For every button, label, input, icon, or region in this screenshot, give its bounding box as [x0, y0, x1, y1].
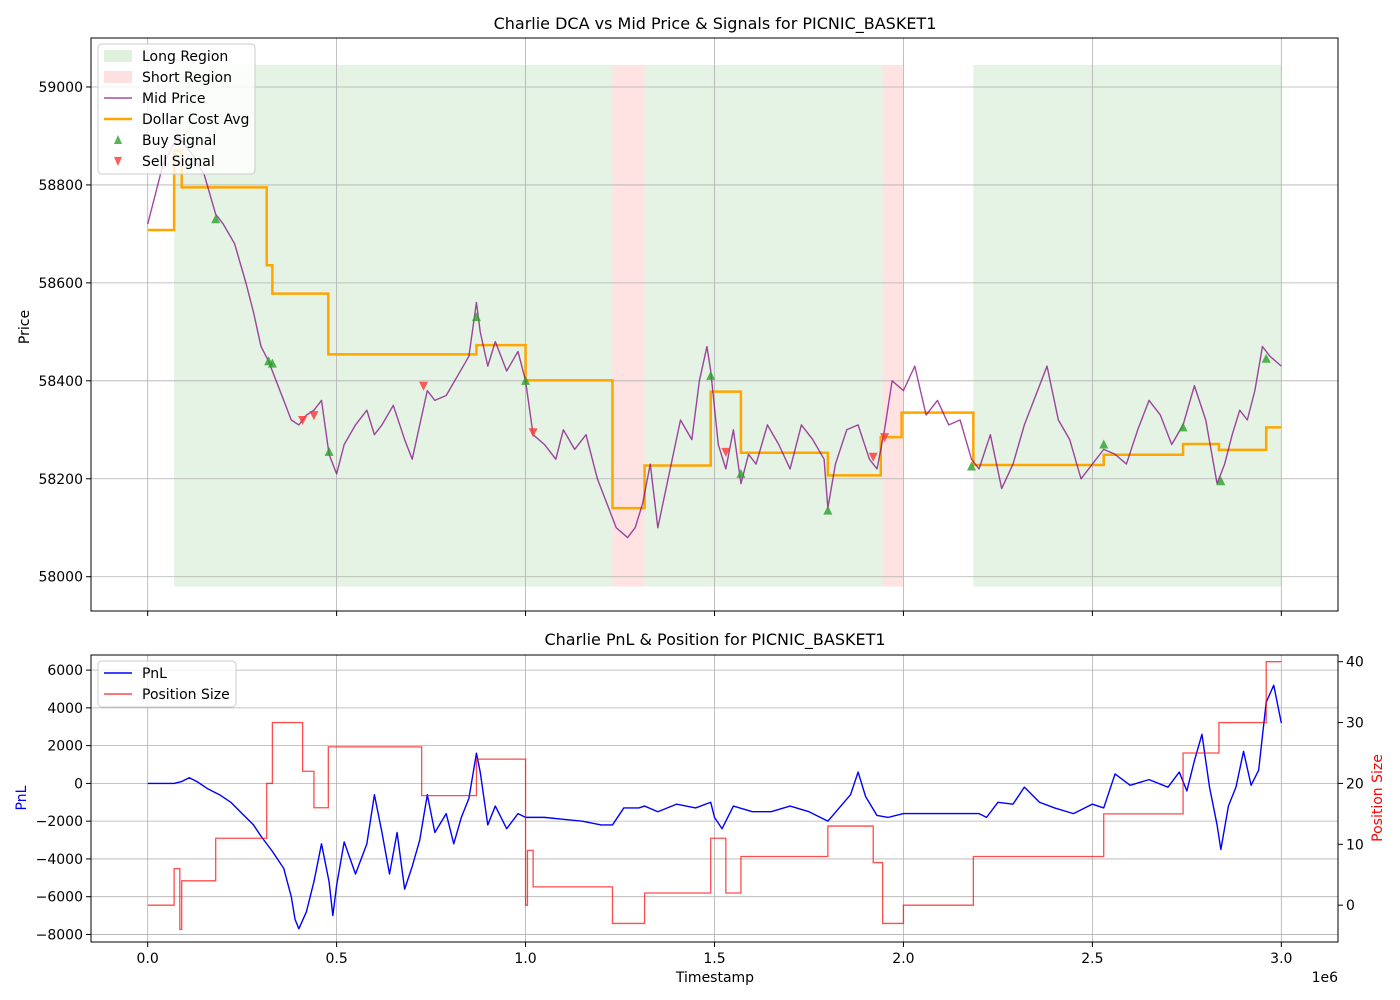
pnl-y-tick-label-6: 4000 [47, 701, 83, 717]
pnl-y-tick-label-4: 0 [74, 776, 83, 792]
timestamp-x-axis-label: Timestamp [675, 970, 754, 986]
pnl-y-tick-label-5: 2000 [47, 739, 83, 755]
pnl-y-tick-label-0: −8000 [36, 927, 83, 943]
long-region-2 [644, 64, 883, 587]
buy-signal-marker-5 [521, 375, 531, 385]
price-y-axis-label: Price [17, 310, 33, 344]
price-y-tick-label-0: 58000 [38, 570, 83, 586]
price-y-tick-label-2: 58400 [38, 374, 83, 390]
legend-short-region-swatch [104, 71, 132, 83]
pnl-axis-ticks: 0.0 0.5 1.0 1.5 2.0 2.5 3.0 −8000 −6000 −4000 −200… [36, 655, 1364, 967]
position-series [147, 661, 1282, 931]
price-chart-title: Charlie DCA vs Mid Price & Signals for P… [494, 14, 937, 34]
buy-signal-marker-2 [267, 358, 277, 368]
buy-signal-marker-3 [324, 446, 334, 456]
position-y-tick-label-0: 0 [1346, 898, 1355, 914]
sell-signal-marker-2 [419, 381, 429, 391]
legend-short-region-label: Short Region [142, 70, 232, 86]
pnl-x-tick-label-5: 2.5 [1081, 951, 1103, 967]
pnl-panel: Charlie PnL & Position for PICNIC_BASKET… [14, 630, 1386, 986]
x-axis-offset-label: 1e6 [1312, 970, 1339, 986]
price-y-tick-label-3: 58600 [38, 276, 83, 292]
pnl-x-tick-label-6: 3.0 [1270, 951, 1292, 967]
buy-signal-marker-0 [211, 214, 221, 224]
position-y-tick-label-3: 30 [1346, 716, 1364, 732]
buy-signal-marker-10 [1099, 439, 1109, 449]
legend-long-region-label: Long Region [142, 49, 228, 65]
region-shading [174, 64, 1282, 587]
pnl-x-tick-label-1: 0.5 [325, 951, 347, 967]
price-y-tick-label-1: 58200 [38, 472, 83, 488]
buy-signal-marker-7 [736, 468, 746, 478]
pnl-line [147, 684, 1283, 930]
buy-signal-marker-12 [1216, 476, 1226, 486]
short-region-3 [882, 64, 904, 587]
sell-signal-marker-4 [721, 447, 731, 457]
pnl-x-tick-label-0: 0.0 [137, 951, 159, 967]
buy-signal-marker-4 [471, 312, 481, 322]
pnl-x-tick-label-4: 2.0 [892, 951, 914, 967]
price-axis-ticks: 58000 58200 58400 58600 58800 59000 [38, 80, 1282, 616]
price-legend-box [97, 43, 256, 175]
pnl-legend-box [97, 660, 237, 708]
mid-price-line [147, 135, 1282, 539]
price-y-tick-label-5: 59000 [38, 80, 83, 96]
pnl-y-tick-label-1: −6000 [36, 890, 83, 906]
buy-signal-marker-13 [1261, 353, 1271, 363]
legend-mid-price-label: Mid Price [142, 91, 205, 107]
legend-sell-signal-label: Sell Signal [142, 154, 215, 170]
pnl-y-tick-label-3: −2000 [36, 814, 83, 830]
legend-buy-signal-swatch [114, 135, 122, 144]
legend-buy-signal-label: Buy Signal [142, 133, 216, 149]
short-region-1 [612, 64, 645, 587]
position-y-tick-label-2: 20 [1346, 776, 1364, 792]
price-grid [91, 38, 1338, 611]
pnl-x-tick-label-3: 1.5 [703, 951, 725, 967]
sell-signal-marker-0 [298, 416, 308, 425]
sell-signal-marker-3 [528, 428, 538, 438]
sell-signal-marker-5 [868, 452, 878, 462]
pnl-x-tick-label-2: 1.0 [514, 951, 536, 967]
buy-signal-marker-9 [966, 461, 976, 471]
position-line [147, 661, 1282, 931]
pnl-legend: PnL Position Size [97, 660, 237, 708]
pnl-y-tick-label-2: −4000 [36, 852, 83, 868]
buy-signal-marker-11 [1178, 422, 1188, 432]
buy-signal-marker-6 [706, 370, 716, 380]
position-y-axis-label: Position Size [1370, 754, 1386, 842]
price-panel: Charlie DCA vs Mid Price & Signals for P… [17, 14, 1339, 616]
price-y-tick-label-4: 58800 [38, 178, 83, 194]
pnl-chart-title: Charlie PnL & Position for PICNIC_BASKET… [544, 630, 885, 650]
legend-position-label: Position Size [142, 687, 230, 703]
price-legend: Long Region Short Region Mid Price Dolla… [97, 43, 256, 175]
legend-pnl-label: PnL [142, 666, 167, 682]
buy-signal-marker-8 [823, 505, 833, 515]
legend-sell-signal-swatch [114, 157, 122, 166]
pnl-y-axis-label: PnL [14, 785, 30, 810]
signal-markers [211, 214, 1271, 515]
position-y-tick-label-1: 10 [1346, 837, 1364, 853]
legend-dca-label: Dollar Cost Avg [142, 112, 249, 128]
legend-long-region-swatch [104, 50, 132, 62]
sell-signal-marker-6 [880, 433, 890, 443]
sell-signal-marker-1 [309, 411, 319, 421]
long-region-4 [973, 64, 1282, 587]
position-y-tick-label-4: 40 [1346, 655, 1364, 671]
mid-price-series [147, 135, 1282, 539]
pnl-y-tick-label-7: 6000 [47, 663, 83, 679]
pnl-series [147, 684, 1283, 930]
